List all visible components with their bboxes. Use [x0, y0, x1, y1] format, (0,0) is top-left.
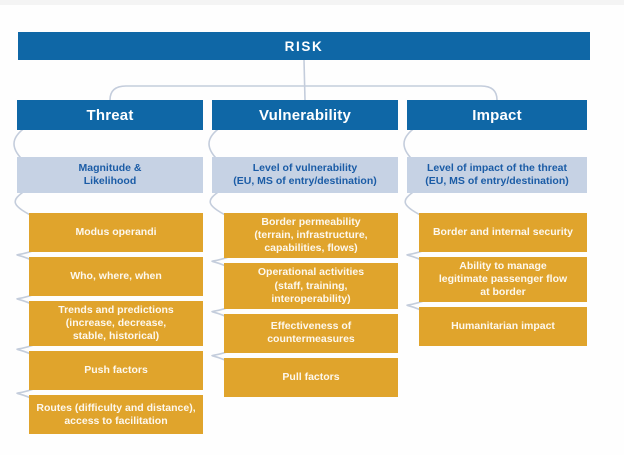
vulnerability-subtitle-box: Level of vulnerability (EU, MS of entry/…	[212, 157, 398, 193]
page-edge-strip	[0, 0, 624, 5]
risk-root-label: RISK	[284, 38, 324, 54]
risk-root-box: RISK	[18, 32, 590, 60]
threat-subtitle-box: Magnitude & Likelihood	[17, 157, 203, 193]
diagram-node: Pull factors	[224, 357, 398, 397]
diagram-node: Ability to manage legitimate passenger f…	[419, 257, 587, 303]
diagram-node: Border and internal security	[419, 213, 587, 252]
diagram-node: Border permeability (terrain, infrastruc…	[224, 213, 398, 259]
diagram-node: Who, where, when	[29, 257, 203, 296]
diagram-node: Push factors	[29, 351, 203, 391]
diagram-node: Modus operandi	[29, 213, 203, 252]
diagram-node: Trends and predictions (increase, decrea…	[29, 301, 203, 347]
impact-items: Border and internal security Ability to m…	[407, 213, 587, 347]
threat-column: Threat Magnitude & Likelihood Modus oper…	[17, 100, 203, 439]
threat-items: Modus operandi Who, where, when Trends and…	[17, 213, 203, 435]
impact-header-label: Impact	[472, 106, 522, 124]
vulnerability-items: Border permeability (terrain, infrastruc…	[212, 213, 398, 397]
diagram-node: Humanitarian impact	[419, 307, 587, 347]
threat-header-box: Threat	[17, 100, 203, 130]
threat-header-label: Threat	[86, 106, 134, 124]
impact-column: Impact Level of impact of the threat (EU…	[407, 100, 587, 351]
vulnerability-column: Vulnerability Level of vulnerability (EU…	[212, 100, 398, 402]
diagram-node: Operational activities (staff, training,…	[224, 263, 398, 309]
diagram-node: Effectiveness of countermeasures	[224, 313, 398, 353]
impact-subtitle-box: Level of impact of the threat (EU, MS of…	[407, 157, 587, 193]
vulnerability-header-box: Vulnerability	[212, 100, 398, 130]
diagram-node: Routes (difficulty and distance), access…	[29, 395, 203, 435]
impact-header-box: Impact	[407, 100, 587, 130]
vulnerability-header-label: Vulnerability	[258, 106, 352, 124]
